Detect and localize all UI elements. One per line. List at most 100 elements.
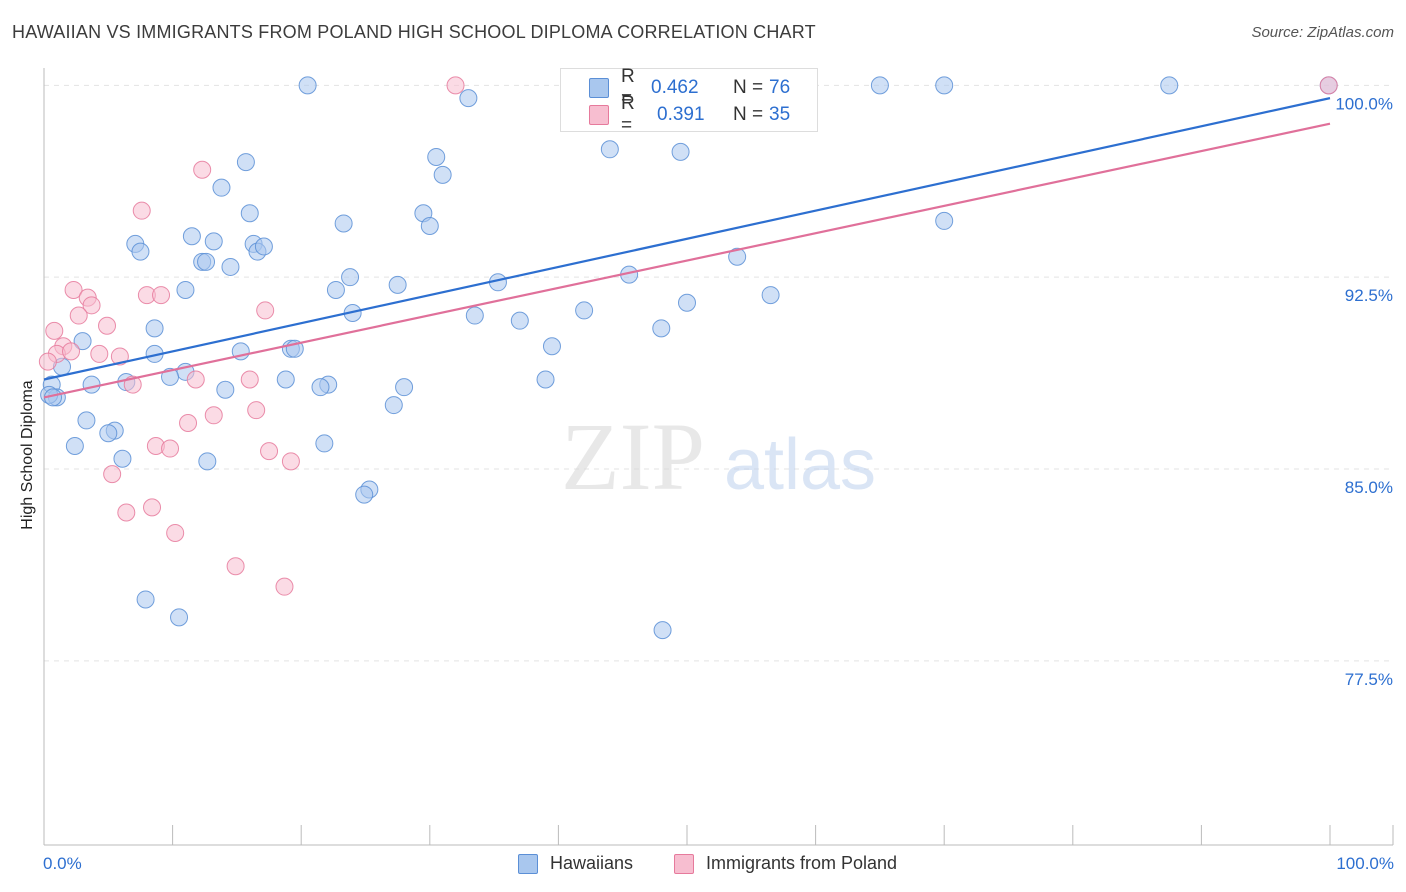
data-point-poland <box>45 321 64 340</box>
legend-n-value: 35 <box>769 104 791 125</box>
data-point-poland <box>69 306 88 325</box>
data-point-hawaiians <box>542 337 561 356</box>
stats-legend: R = 0.462 N = 76 R = 0.391 N = 35 <box>560 66 818 136</box>
legend-label-hawaiians: Hawaiians <box>550 853 634 873</box>
data-point-hawaiians <box>536 370 555 389</box>
data-point-poland <box>166 523 185 542</box>
data-point-hawaiians <box>728 247 747 266</box>
watermark-atlas: atlas <box>724 425 876 505</box>
data-point-hawaiians <box>388 275 407 294</box>
data-point-poland <box>90 344 109 363</box>
data-point-hawaiians <box>204 232 223 251</box>
x-tick-label-min: 0.0% <box>43 854 82 873</box>
data-point-hawaiians <box>575 301 594 320</box>
y-tick-label: 100.0% <box>1335 94 1393 113</box>
data-point-hawaiians <box>254 237 273 256</box>
legend-r-value: 0.391 <box>657 104 705 125</box>
data-point-poland <box>226 557 245 576</box>
data-point-poland <box>186 370 205 389</box>
data-point-hawaiians <box>216 380 235 399</box>
y-tick-labels: 77.5% 85.0% 92.5% 100.0% <box>1335 94 1393 688</box>
data-point-poland <box>110 347 129 366</box>
data-point-poland <box>247 401 266 420</box>
data-point-hawaiians <box>315 434 334 453</box>
data-point-poland <box>64 280 83 299</box>
data-point-hawaiians <box>73 332 92 351</box>
data-point-hawaiians <box>212 178 231 197</box>
legend-r-label: R = <box>621 66 635 109</box>
data-point-poland <box>281 452 300 471</box>
source-label: Source: ZipAtlas.com <box>1251 24 1394 41</box>
legend-swatch-pink <box>589 105 609 125</box>
chart-title: HAWAIIAN VS IMMIGRANTS FROM POLAND HIGH … <box>12 22 816 42</box>
data-point-poland <box>62 342 81 361</box>
data-point-hawaiians <box>465 306 484 325</box>
y-tick-label: 92.5% <box>1345 286 1393 305</box>
data-point-poland <box>132 201 151 220</box>
legend-n-value: 76 <box>769 77 791 98</box>
data-point-hawaiians <box>600 140 619 159</box>
trend-line-poland <box>43 122 1331 399</box>
legend-row-poland: R = 0.391 N = 35 <box>561 93 791 136</box>
data-point-hawaiians <box>653 621 672 640</box>
axes <box>43 68 1394 846</box>
gridlines <box>44 84 1390 662</box>
legend-item-poland: Immigrants from Poland <box>674 853 897 874</box>
data-point-hawaiians <box>182 227 201 246</box>
data-point-poland <box>143 498 162 517</box>
data-point-hawaiians <box>197 252 216 271</box>
data-point-hawaiians <box>459 89 478 108</box>
data-point-poland <box>82 296 101 315</box>
data-point-hawaiians <box>510 311 529 330</box>
data-point-hawaiians <box>761 286 780 305</box>
data-point-hawaiians <box>65 436 84 455</box>
data-point-hawaiians <box>176 280 195 299</box>
data-point-hawaiians <box>99 424 118 443</box>
data-point-poland <box>275 577 294 596</box>
legend-row-hawaiians: R = 0.462 N = 76 <box>561 66 791 109</box>
legend-swatch-blue <box>589 78 609 98</box>
series-legend: Hawaiians Immigrants from Poland <box>0 853 1406 877</box>
series-poland <box>38 76 1338 596</box>
y-tick-label: 77.5% <box>1345 670 1393 689</box>
legend-swatch-poland <box>674 853 694 874</box>
legend-n-label: N = <box>733 104 764 125</box>
data-point-hawaiians <box>334 214 353 233</box>
y-axis-label: High School Diploma <box>19 380 36 530</box>
data-point-hawaiians <box>311 378 330 397</box>
y-tick-label: 85.0% <box>1345 478 1393 497</box>
data-point-hawaiians <box>236 153 255 172</box>
data-point-hawaiians <box>136 590 155 609</box>
data-point-poland <box>240 370 259 389</box>
data-point-hawaiians <box>161 367 180 386</box>
data-point-poland <box>103 465 122 484</box>
data-point-hawaiians <box>145 319 164 338</box>
data-point-poland <box>161 439 180 458</box>
data-point-poland <box>193 160 212 179</box>
data-point-hawaiians <box>433 165 452 184</box>
legend-r-value: 0.462 <box>651 77 699 98</box>
data-point-hawaiians <box>384 396 403 415</box>
trend-lines <box>43 97 1331 399</box>
data-point-poland <box>260 442 279 461</box>
data-point-hawaiians <box>1160 76 1179 95</box>
trend-line-hawaiians <box>43 97 1331 381</box>
data-point-hawaiians <box>935 76 954 95</box>
data-point-hawaiians <box>341 268 360 287</box>
data-point-poland <box>446 76 465 95</box>
legend-r-label: R = <box>621 93 635 136</box>
data-point-hawaiians <box>240 204 259 223</box>
data-point-hawaiians <box>870 76 889 95</box>
data-point-hawaiians <box>420 217 439 236</box>
data-point-poland <box>98 316 117 335</box>
data-point-hawaiians <box>198 452 217 471</box>
data-point-poland <box>152 286 171 305</box>
data-point-hawaiians <box>678 293 696 312</box>
data-point-hawaiians <box>652 319 671 338</box>
data-point-hawaiians <box>221 257 240 276</box>
data-point-hawaiians <box>935 211 954 230</box>
data-point-poland <box>117 503 136 522</box>
data-point-poland <box>179 413 198 432</box>
watermark-zip: ZIP <box>561 403 705 510</box>
data-point-hawaiians <box>298 76 317 95</box>
